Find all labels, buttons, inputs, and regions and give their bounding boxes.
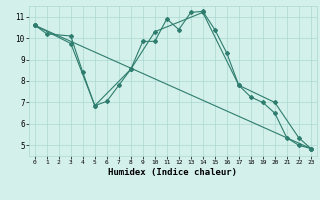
X-axis label: Humidex (Indice chaleur): Humidex (Indice chaleur) bbox=[108, 168, 237, 177]
